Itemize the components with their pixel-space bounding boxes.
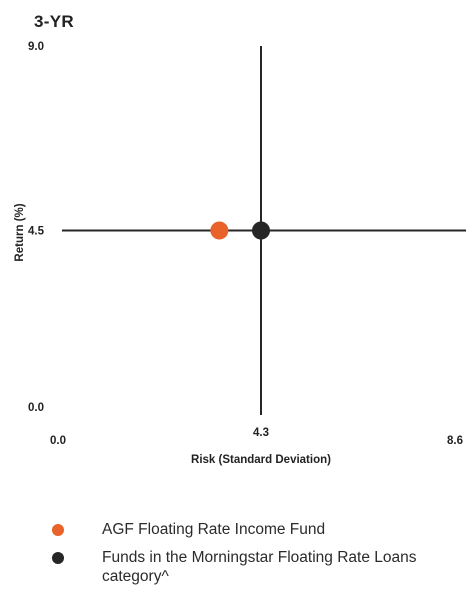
- y-tick-label-bottom: 0.0: [28, 402, 44, 414]
- legend-marker-dark: [52, 552, 64, 564]
- legend-marker-orange: [52, 524, 64, 536]
- y-tick-label-middle: 4.5: [28, 226, 45, 238]
- risk-return-scatter-chart: 9.0 4.5 0.0 0.0 4.3 8.6 Risk (Standard D…: [14, 41, 466, 466]
- x-tick-label-middle: 4.3: [253, 427, 269, 439]
- period-label: 3-YR: [34, 12, 74, 31]
- data-point-category-average: [252, 221, 270, 240]
- y-axis-label: Return (%): [14, 203, 26, 261]
- x-tick-label-right: 8.6: [447, 435, 463, 447]
- legend-item-fund: AGF Floating Rate Income Fund: [52, 520, 462, 539]
- x-tick-label-left: 0.0: [50, 435, 66, 447]
- legend-label-fund: AGF Floating Rate Income Fund: [102, 521, 326, 538]
- legend-item-category: Funds in the Morningstar Floating Rate L…: [52, 548, 462, 586]
- x-axis-label: Risk (Standard Deviation): [191, 454, 331, 466]
- legend-label-category: Funds in the Morningstar Floating Rate L…: [102, 549, 417, 585]
- y-tick-label-top: 9.0: [28, 41, 44, 53]
- chart-legend: AGF Floating Rate Income Fund Funds in t…: [52, 520, 462, 595]
- data-point-agf-fund: [210, 221, 229, 240]
